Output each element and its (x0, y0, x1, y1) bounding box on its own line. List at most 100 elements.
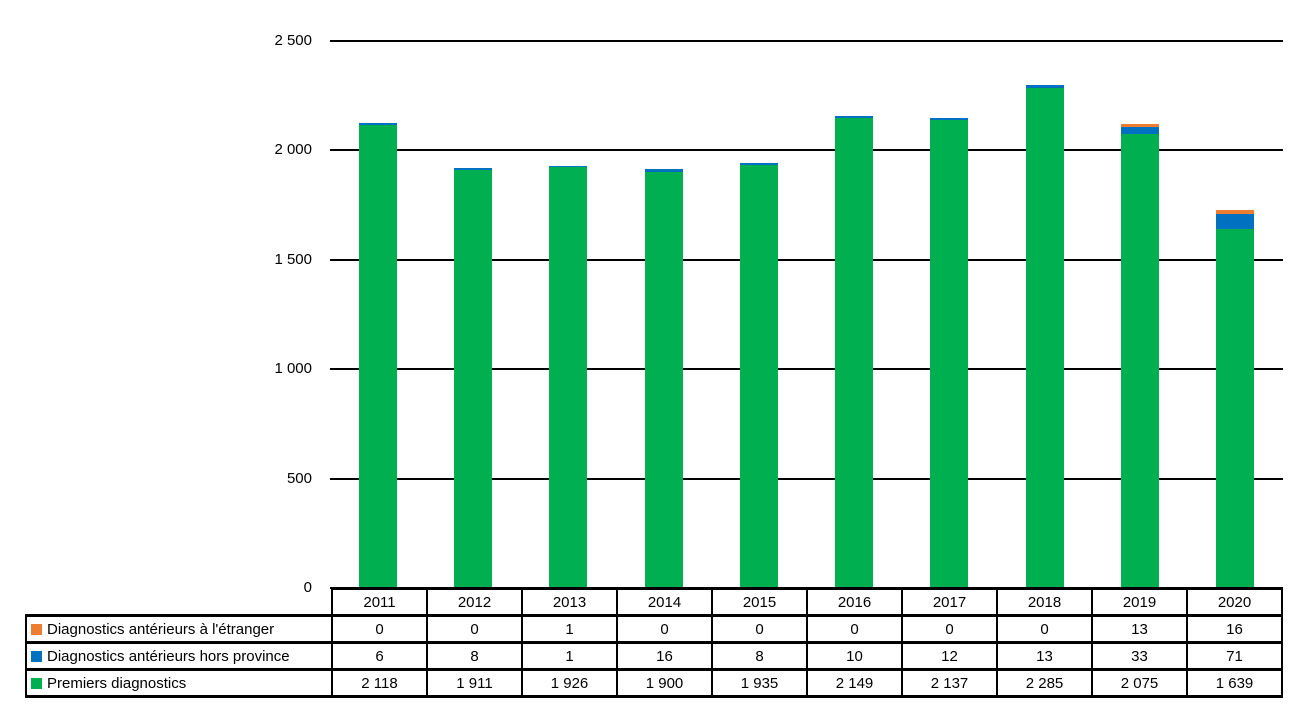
value-cell: 0 (616, 614, 713, 644)
value-cell: 2 118 (331, 668, 428, 698)
value-cell: 0 (426, 614, 523, 644)
gridline (330, 258, 1283, 261)
gridline (330, 368, 1283, 371)
bar-segment (1216, 229, 1255, 588)
legend-entry: Premiers diagnostics (28, 674, 330, 692)
value-cell: 0 (806, 614, 903, 644)
year-cell: 2020 (1186, 587, 1283, 617)
table-spacer-cell (26, 589, 332, 616)
year-cell: 2014 (616, 587, 713, 617)
value-cell: 8 (711, 641, 808, 671)
legend-cell: Premiers diagnostics (25, 668, 333, 698)
value-cell: 13 (1091, 614, 1188, 644)
legend-label: Diagnostics antérieurs hors province (47, 647, 290, 665)
gridline (330, 149, 1283, 152)
y-axis: 0 500 1 000 1 500 2 000 2 500 (0, 32, 312, 596)
value-cell: 0 (901, 614, 998, 644)
bar-segment (835, 117, 874, 588)
bar-segment (1121, 134, 1160, 588)
bar-segment (835, 115, 874, 118)
table-row: Diagnostics antérieurs à l'étranger 0 0 1 0 0… (25, 614, 1283, 644)
value-cell: 6 (331, 641, 428, 671)
year-cell: 2018 (996, 587, 1093, 617)
bar-segment (1121, 123, 1160, 127)
bar-segment (644, 168, 683, 173)
value-cell: 2 075 (1091, 668, 1188, 698)
legend-swatch (31, 623, 42, 635)
value-cell: 1 (521, 641, 618, 671)
value-cell: 2 149 (806, 668, 903, 698)
bar-column (1092, 41, 1187, 588)
bar-column (902, 41, 997, 588)
gridline (330, 40, 1283, 42)
year-cell: 2011 (331, 587, 428, 617)
bar-column (997, 41, 1092, 588)
value-cell: 16 (616, 641, 713, 671)
y-tick-label: 500 (286, 469, 312, 487)
bar-column (616, 41, 711, 588)
value-cell: 10 (806, 641, 903, 671)
year-cell: 2013 (521, 587, 618, 617)
table-row: Premiers diagnostics 2 118 1 911 1 926 1 900… (25, 668, 1283, 698)
legend-cell: Diagnostics antérieurs à l'étranger (25, 614, 333, 644)
legend-swatch (31, 677, 42, 689)
value-cell: 71 (1186, 641, 1283, 671)
bar-column (1188, 41, 1283, 588)
gridline (330, 477, 1283, 480)
value-cell: 1 639 (1186, 668, 1283, 698)
year-cell: 2015 (711, 587, 808, 617)
legend-cell: Diagnostics antérieurs hors province (25, 641, 333, 671)
data-table: 2011 2012 2013 2014 2015 2016 2017 2018 2019 2020… (25, 587, 1283, 698)
bar-segment (358, 123, 397, 125)
table-header-row: 2011 2012 2013 2014 2015 2016 2017 2018 2019 2020 (26, 587, 1283, 617)
value-cell: 0 (331, 614, 428, 644)
year-cell: 2016 (806, 587, 903, 617)
legend-label: Diagnostics antérieurs à l'étranger (47, 620, 275, 638)
value-cell: 12 (901, 641, 998, 671)
value-cell: 8 (426, 641, 523, 671)
year-cell: 2017 (901, 587, 998, 617)
bar-column (521, 41, 616, 588)
value-cell: 33 (1091, 641, 1188, 671)
bar-segment (644, 172, 683, 588)
legend-entry: Diagnostics antérieurs à l'étranger (28, 620, 330, 638)
value-cell: 2 285 (996, 668, 1093, 698)
bar-segment (1216, 210, 1255, 214)
bar-segment (739, 162, 778, 165)
year-cell: 2019 (1091, 587, 1188, 617)
y-tick-label: 0 (303, 579, 312, 596)
bar-segment (358, 124, 397, 588)
value-cell: 1 900 (616, 668, 713, 698)
plot-area (330, 40, 1283, 589)
bar-segment (1216, 213, 1255, 230)
value-cell: 1 926 (521, 668, 618, 698)
y-tick-label: 1 500 (274, 250, 312, 268)
bar-column (807, 41, 902, 588)
value-cell: 0 (996, 614, 1093, 644)
legend-entry: Diagnostics antérieurs hors province (28, 647, 330, 665)
value-cell: 13 (996, 641, 1093, 671)
value-cell: 1 935 (711, 668, 808, 698)
legend-swatch (31, 650, 42, 662)
bar-segment (739, 164, 778, 588)
bar-segment (1121, 126, 1160, 134)
value-cell: 1 (521, 614, 618, 644)
value-cell: 2 137 (901, 668, 998, 698)
bar-column (711, 41, 806, 588)
legend-label: Premiers diagnostics (47, 674, 187, 692)
table-row: Diagnostics antérieurs hors province 6 8 1 1… (25, 641, 1283, 671)
y-tick-label: 2 000 (274, 141, 312, 159)
bar-column (330, 41, 425, 588)
bar-segment (930, 120, 969, 588)
bar-column (425, 41, 520, 588)
y-tick-label: 2 500 (274, 32, 312, 49)
value-cell: 16 (1186, 614, 1283, 644)
value-cell: 0 (711, 614, 808, 644)
bar-segment (1025, 85, 1064, 89)
bar-segment (930, 117, 969, 121)
year-cell: 2012 (426, 587, 523, 617)
y-tick-label: 1 000 (274, 360, 312, 378)
bar-segment (1025, 88, 1064, 588)
value-cell: 1 911 (426, 668, 523, 698)
